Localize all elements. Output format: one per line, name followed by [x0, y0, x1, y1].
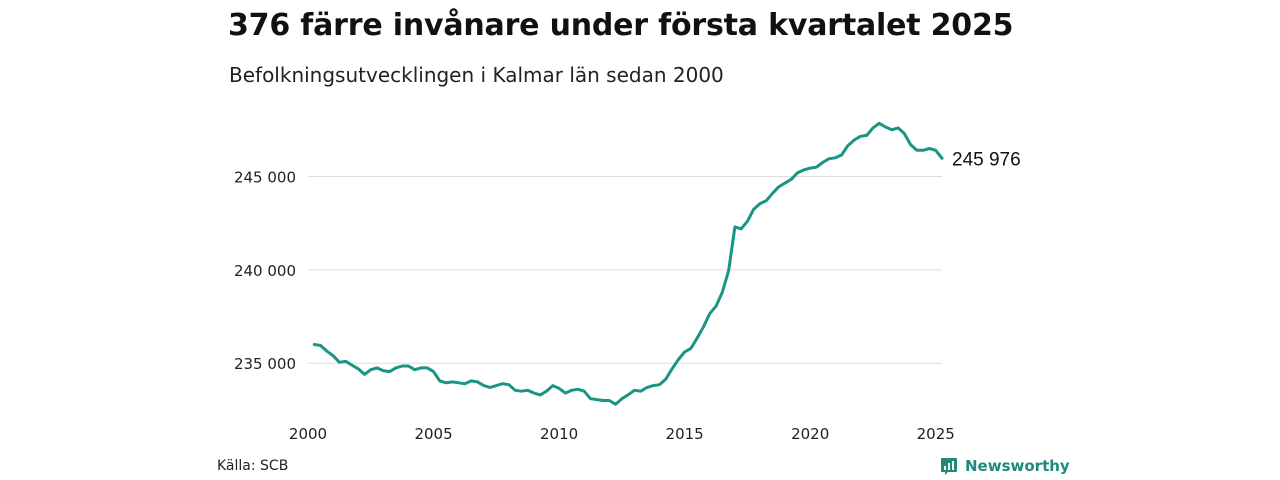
- y-tick-label: 245 000: [234, 168, 296, 186]
- x-tick-label: 2015: [666, 425, 704, 443]
- source-note: Källa: SCB: [217, 458, 289, 474]
- brand-logo: Newsworthy: [939, 456, 1070, 476]
- x-tick-label: 2000: [289, 425, 327, 443]
- chart-title: 376 färre invånare under första kvartale…: [228, 8, 1014, 43]
- series-layer: [312, 121, 944, 406]
- y-tick-label: 235 000: [234, 355, 296, 373]
- chart-subtitle: Befolkningsutvecklingen i Kalmar län sed…: [229, 63, 724, 87]
- y-axis: 235 000 240 000 245 000: [234, 168, 296, 373]
- y-tick-label: 240 000: [234, 262, 296, 280]
- series-line: [312, 121, 944, 406]
- label-layer: 245 976: [952, 149, 1021, 170]
- x-axis: 2000 2005 2010 2015 2020 2025: [289, 425, 955, 443]
- grid-layer: [308, 175, 942, 364]
- x-tick-label: 2010: [540, 425, 578, 443]
- brand-name: Newsworthy: [965, 457, 1070, 475]
- x-tick-label: 2020: [791, 425, 829, 443]
- last-value-label: 245 976: [952, 149, 1021, 170]
- bar-chart-badge-icon: [941, 458, 957, 475]
- x-tick-label: 2025: [917, 425, 955, 443]
- x-tick-label: 2005: [414, 425, 452, 443]
